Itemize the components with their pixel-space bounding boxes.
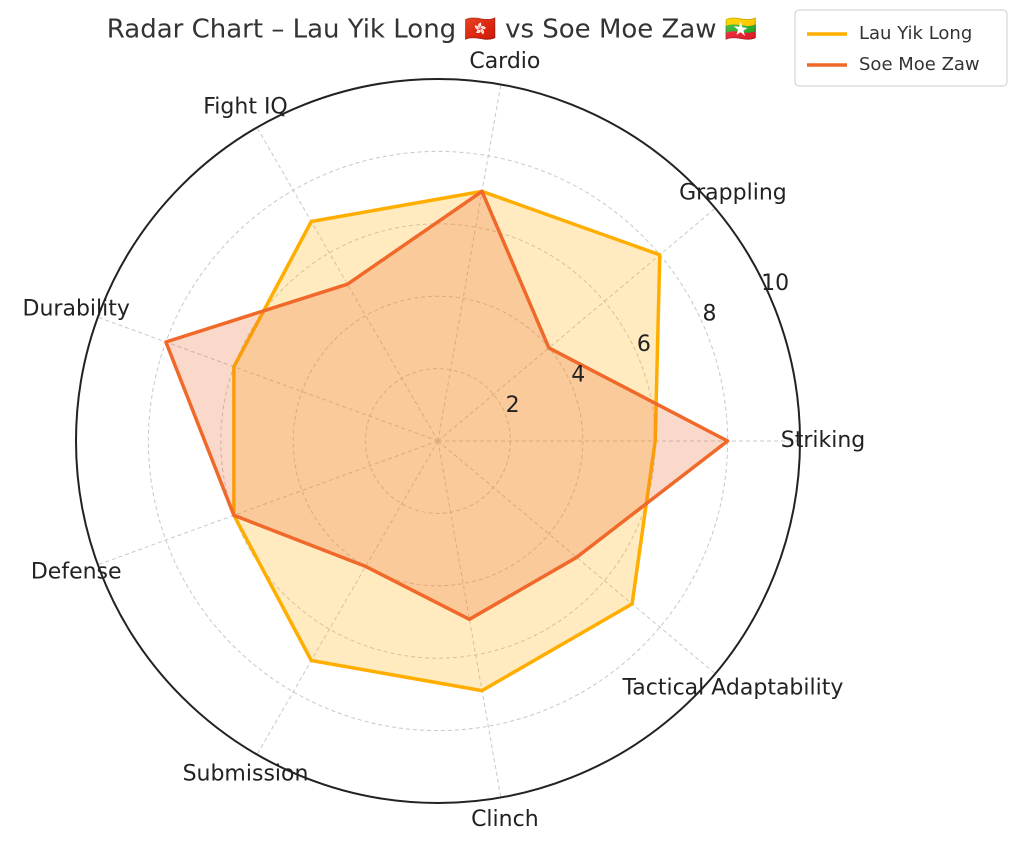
category-label: Fight IQ [203, 95, 288, 120]
series-line [164, 189, 730, 622]
category-label: Durability [23, 296, 130, 321]
spoke [256, 440, 439, 755]
r-tick-label: 10 [761, 271, 789, 296]
spoke [97, 440, 439, 566]
r-tick-label: 2 [506, 393, 520, 418]
category-label: Tactical Adaptability [621, 675, 843, 700]
spoke [97, 316, 439, 442]
legend-label: Soe Moe Zaw [859, 54, 980, 75]
series-line [232, 189, 662, 693]
r-tick-label: 6 [637, 332, 651, 357]
category-label: Cardio [469, 49, 540, 74]
category-label: Clinch [471, 807, 539, 832]
r-tick-label: 8 [703, 301, 717, 326]
category-label: Defense [31, 560, 122, 585]
spoke [256, 127, 439, 442]
spoke [437, 440, 502, 798]
grid-circle [292, 295, 584, 587]
spoke [437, 84, 502, 442]
spoke [437, 440, 716, 675]
series-area [233, 191, 660, 691]
chart-title: Radar Chart – Lau Yik Long 🇭🇰 vs Soe Moe… [107, 15, 757, 45]
spoke [437, 207, 716, 442]
category-label: Grappling [679, 181, 787, 206]
frame [75, 78, 801, 804]
category-label: Striking [781, 428, 866, 453]
category-label: Submission [183, 761, 309, 786]
legend-box [794, 9, 1008, 87]
legend-label: Lau Yik Long [859, 23, 972, 44]
r-tick-label: 4 [571, 363, 585, 388]
